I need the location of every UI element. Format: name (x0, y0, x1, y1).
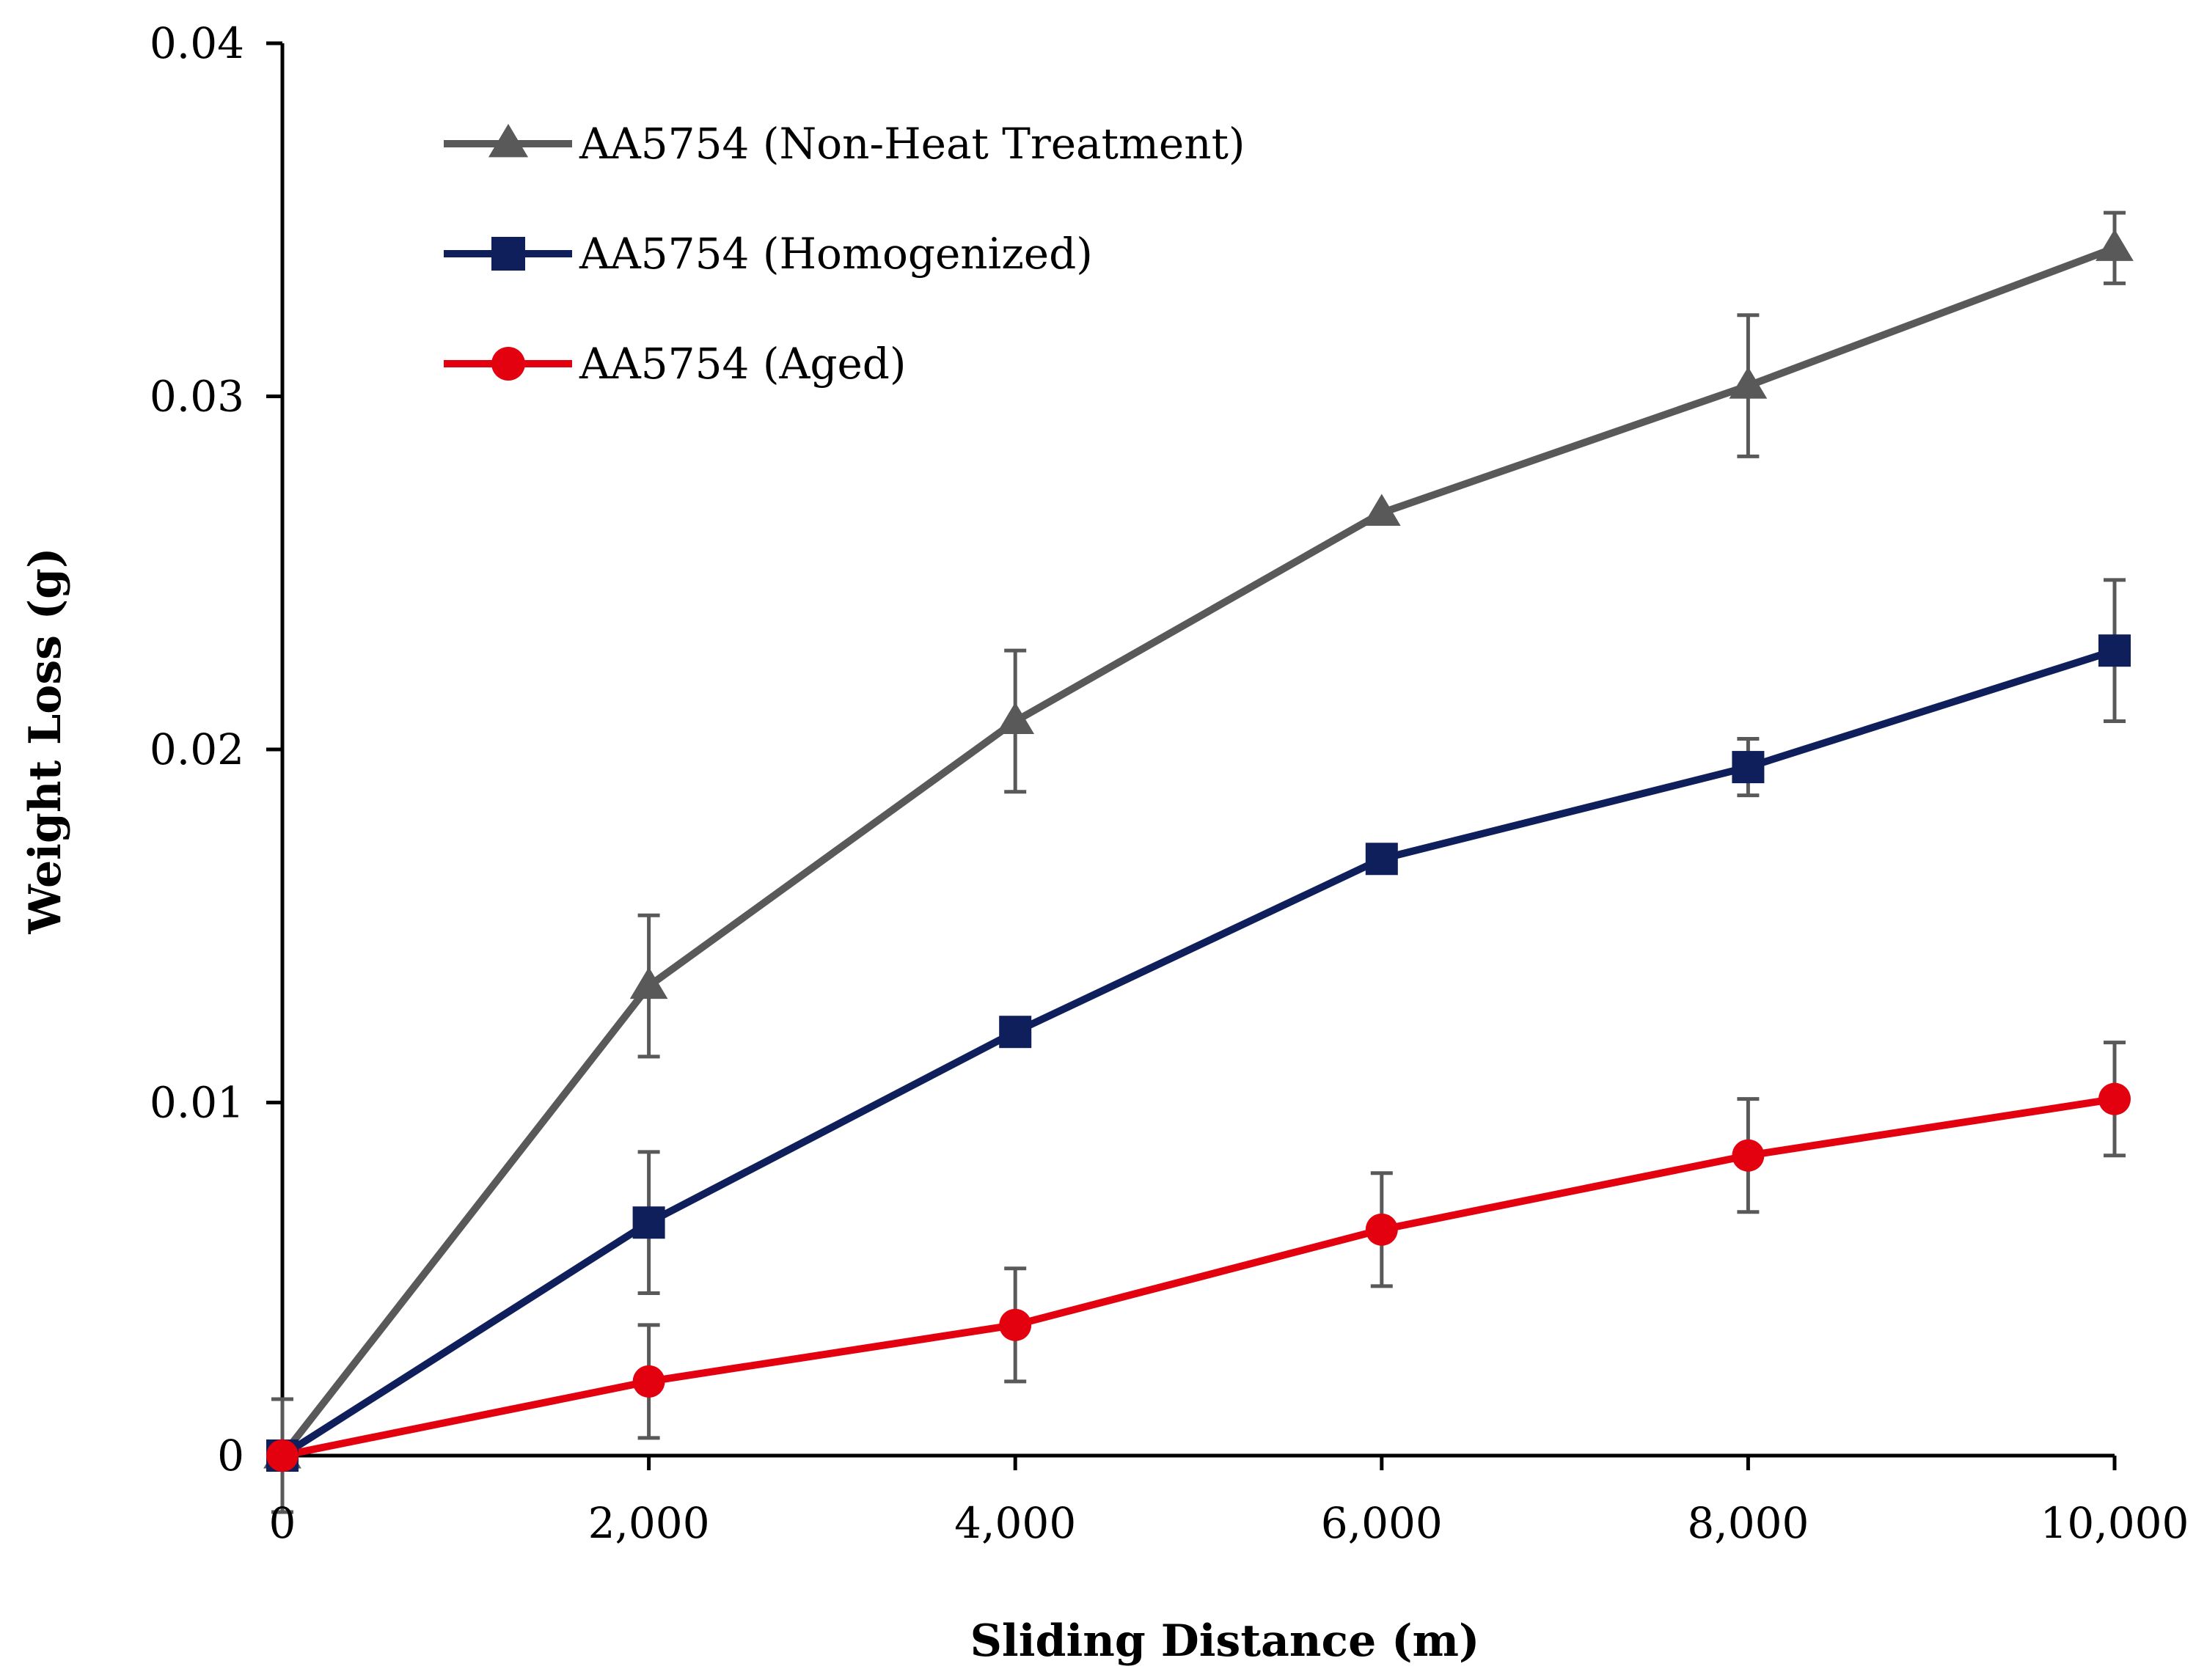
error-bars (271, 210, 2126, 1514)
data-point (1365, 1213, 1398, 1246)
legend-label: AA5754 (Homogenized) (579, 229, 1093, 279)
data-point (2096, 229, 2134, 261)
x-tick-label: 4,000 (954, 1498, 1076, 1548)
x-tick-label: 0 (269, 1498, 296, 1548)
data-point (996, 702, 1035, 735)
data-point (2098, 1082, 2131, 1115)
data-point (1365, 843, 1398, 876)
data-point (632, 1365, 665, 1398)
legend: AA5754 (Non-Heat Treatment) AA5754 (Homog… (444, 119, 1245, 389)
data-point (629, 966, 668, 999)
legend-marker (491, 347, 525, 381)
axes (266, 41, 2117, 1470)
series-lines (279, 244, 2116, 1459)
legend-marker (491, 237, 525, 271)
data-point (1732, 1139, 1765, 1172)
legend-label: AA5754 (Aged) (579, 339, 907, 389)
y-axis-title: Weight Loss (g) (20, 547, 71, 934)
x-tick-label: 8,000 (1687, 1498, 1809, 1548)
data-point (999, 1308, 1032, 1341)
x-axis-title: Sliding Distance (m) (970, 1615, 1480, 1667)
data-point (632, 1206, 665, 1239)
y-tick-label: 0.04 (150, 18, 244, 68)
y-tick-label: 0.03 (150, 372, 244, 422)
data-point (2098, 634, 2131, 667)
x-tick-label: 10,000 (2041, 1498, 2189, 1548)
series-line-1 (280, 647, 2116, 1459)
data-point (1729, 367, 1768, 399)
series-line-2 (282, 1095, 2115, 1459)
tick-labels: 0 0.01 0.02 0.03 0.04 0 2,000 4,000 6,000 8,000 10… (150, 18, 2189, 1548)
series-line-0 (279, 244, 2116, 1459)
legend-label: AA5754 (Non-Heat Treatment) (579, 119, 1245, 169)
data-point (1732, 751, 1765, 784)
data-point (1362, 494, 1401, 526)
data-point (999, 1016, 1032, 1049)
series-markers (263, 229, 2134, 1472)
y-tick-label: 0 (217, 1431, 244, 1481)
data-point (266, 1439, 299, 1472)
y-tick-label: 0.01 (150, 1078, 244, 1128)
legend-marker (488, 123, 529, 158)
x-tick-label: 6,000 (1321, 1498, 1443, 1548)
y-tick-label: 0.02 (150, 725, 244, 774)
x-tick-label: 2,000 (588, 1498, 710, 1548)
